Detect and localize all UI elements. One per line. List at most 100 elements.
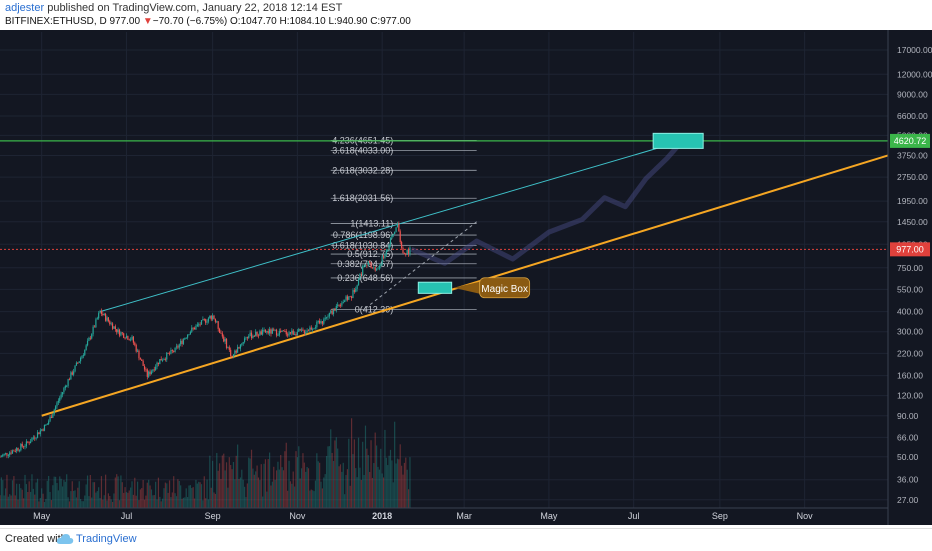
volume-bar bbox=[350, 418, 353, 508]
price-tick-label: 400.00 bbox=[897, 307, 923, 317]
volume-bar bbox=[167, 492, 169, 508]
candle-body bbox=[227, 347, 229, 349]
candle-body bbox=[264, 329, 267, 333]
candle-body bbox=[299, 329, 301, 331]
volume-bar bbox=[395, 463, 397, 508]
candle-body bbox=[77, 362, 79, 364]
time-axis[interactable]: May Jul Sep Nov 2018 Mar May Jul Sep Nov bbox=[0, 507, 888, 521]
author-link[interactable]: adjester bbox=[5, 2, 45, 14]
price-tick-label: 90.00 bbox=[897, 411, 919, 421]
channel-top-line bbox=[99, 140, 683, 313]
candle-body bbox=[6, 453, 8, 456]
candle-body bbox=[327, 316, 329, 318]
volume-bar bbox=[401, 465, 403, 508]
candle-body bbox=[202, 319, 204, 321]
fib-level-label: 0.618(1030.84) bbox=[332, 241, 393, 251]
price-axis[interactable]: 17000.0012000.009000.006600.005000.00375… bbox=[887, 30, 932, 525]
volume-bar bbox=[257, 477, 260, 508]
candle-body bbox=[64, 385, 66, 388]
candle-body bbox=[166, 352, 168, 360]
candle-body bbox=[4, 453, 7, 454]
volume-bar bbox=[46, 480, 48, 508]
candle-body bbox=[388, 244, 390, 251]
time-tick-label: May bbox=[540, 511, 558, 521]
volume-bar bbox=[3, 495, 5, 508]
volume-bar bbox=[174, 493, 176, 508]
volume-bar bbox=[38, 501, 40, 508]
volume-bar bbox=[155, 481, 157, 508]
candle-body bbox=[45, 424, 47, 426]
volume-bar bbox=[403, 462, 405, 508]
candle-body bbox=[407, 249, 410, 255]
volume-bar bbox=[2, 480, 4, 508]
volume-bar bbox=[302, 453, 304, 508]
candle-body bbox=[214, 319, 216, 322]
publish-info: adjester published on TradingView.com, J… bbox=[5, 2, 342, 14]
candle-body bbox=[39, 430, 41, 435]
volume-bar bbox=[187, 497, 189, 508]
candle-body bbox=[150, 371, 153, 375]
volume-bar bbox=[36, 478, 39, 508]
volume-bar bbox=[398, 459, 400, 508]
candle-body bbox=[210, 315, 212, 320]
magic-box-callout bbox=[479, 277, 531, 299]
candle-body bbox=[173, 350, 175, 352]
candle-body bbox=[110, 323, 112, 325]
volume-bar bbox=[63, 480, 65, 508]
volume-bar bbox=[391, 460, 393, 508]
candle-body bbox=[334, 308, 336, 311]
volume-bar bbox=[260, 464, 262, 508]
candle-body bbox=[132, 336, 135, 343]
candle-body bbox=[21, 443, 23, 447]
volume-bar bbox=[113, 493, 115, 508]
candle-body bbox=[31, 438, 33, 442]
candle-body bbox=[314, 327, 317, 329]
volume-bar bbox=[92, 482, 94, 508]
candle-body bbox=[209, 315, 211, 319]
price-chart[interactable]: 4.236(4651.45)3.618(4033.00)2.618(3032.2… bbox=[0, 30, 932, 525]
volume-bar bbox=[189, 485, 191, 508]
volume-bar bbox=[334, 440, 336, 508]
volume-bar bbox=[82, 501, 84, 508]
price-tick-label: 66.00 bbox=[897, 432, 919, 442]
candle-body bbox=[295, 334, 297, 336]
candle-body bbox=[41, 429, 43, 431]
candle-body bbox=[139, 358, 141, 360]
candle-body bbox=[96, 318, 98, 320]
candle-body bbox=[223, 336, 225, 342]
candle-body bbox=[143, 366, 146, 370]
volume-bar bbox=[323, 477, 325, 508]
candle-body bbox=[241, 343, 243, 345]
volume-bar bbox=[177, 479, 179, 508]
candle-body bbox=[275, 329, 278, 336]
candle-body bbox=[277, 335, 279, 337]
candle-body bbox=[245, 337, 247, 339]
volume-bar bbox=[210, 487, 212, 508]
candle-body bbox=[362, 266, 364, 275]
candle-body bbox=[160, 359, 162, 361]
volume-bar bbox=[89, 474, 91, 508]
volume-bar bbox=[50, 500, 53, 508]
volume-bar bbox=[378, 469, 380, 508]
volume-bar bbox=[138, 500, 140, 508]
volume-bar bbox=[91, 497, 93, 508]
magic-box-label: Magic Box bbox=[481, 284, 528, 295]
candle-body bbox=[294, 334, 296, 335]
volume-bar bbox=[376, 445, 378, 508]
candle-body bbox=[145, 369, 147, 371]
volume-bar bbox=[230, 464, 232, 508]
candle-body bbox=[184, 338, 186, 340]
volume-bar bbox=[146, 482, 148, 508]
price-tick-label: 120.00 bbox=[897, 391, 923, 401]
price-change: −70.70 (−6.75%) bbox=[152, 16, 228, 27]
candle-body bbox=[157, 362, 160, 365]
candle-body bbox=[342, 302, 344, 304]
tradingview-brand[interactable]: TradingView bbox=[76, 533, 137, 545]
candle-body bbox=[266, 331, 268, 333]
volume-bar bbox=[262, 496, 264, 508]
last-price-label: 977.00 bbox=[896, 244, 924, 254]
volume-bar bbox=[150, 489, 153, 508]
volume-bar bbox=[407, 489, 410, 508]
volume-bar bbox=[241, 469, 243, 508]
volume-bar bbox=[325, 455, 328, 508]
